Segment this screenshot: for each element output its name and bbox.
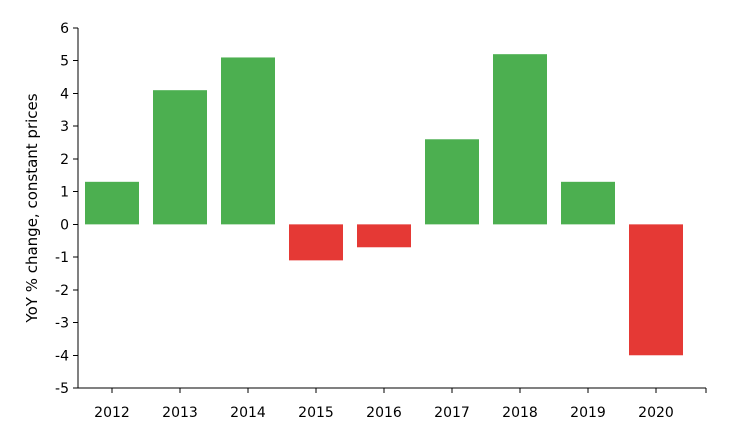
bar-2020 xyxy=(629,224,683,356)
bar-2017 xyxy=(425,139,479,225)
x-axis: 2012 2013 2014 2015 2016 2017 2018 2019 2020 xyxy=(78,387,707,421)
y-tick-label: 5 xyxy=(60,54,69,70)
bar-2015 xyxy=(289,224,343,261)
bar-2013 xyxy=(153,90,207,225)
y-tick-label: -1 xyxy=(55,250,69,266)
bar-2014 xyxy=(221,57,275,225)
x-tick-label: 2017 xyxy=(434,405,470,421)
y-axis: -5 -4 -3 -2 -1 0 1 2 3 4 5 6 xyxy=(55,21,79,397)
x-tick-label: 2018 xyxy=(502,405,538,421)
bar-2012 xyxy=(85,181,139,225)
bar-2018 xyxy=(493,54,547,225)
x-tick-label: 2014 xyxy=(230,405,266,421)
y-tick-label: 3 xyxy=(60,119,69,135)
y-axis-label: YoY % change, constant prices xyxy=(23,93,41,323)
x-tick-label: 2012 xyxy=(94,405,130,421)
y-tick-label: 1 xyxy=(60,185,69,201)
bar-2016 xyxy=(357,224,411,248)
x-tick-label: 2015 xyxy=(298,405,334,421)
bars xyxy=(85,54,683,356)
y-tick-label: -5 xyxy=(55,381,69,397)
x-tick-label: 2013 xyxy=(162,405,198,421)
x-tick-label: 2016 xyxy=(366,405,402,421)
x-tick-label: 2019 xyxy=(570,405,606,421)
y-tick-label: -2 xyxy=(55,283,69,299)
y-tick-label: 4 xyxy=(60,86,69,102)
bar-2019 xyxy=(561,181,615,225)
y-tick-label: 0 xyxy=(60,217,69,233)
y-tick-label: 6 xyxy=(60,21,69,37)
y-tick-label: 2 xyxy=(60,152,69,168)
x-tick-label: 2020 xyxy=(638,405,674,421)
y-tick-label: -3 xyxy=(55,316,69,332)
y-tick-label: -4 xyxy=(55,348,69,364)
